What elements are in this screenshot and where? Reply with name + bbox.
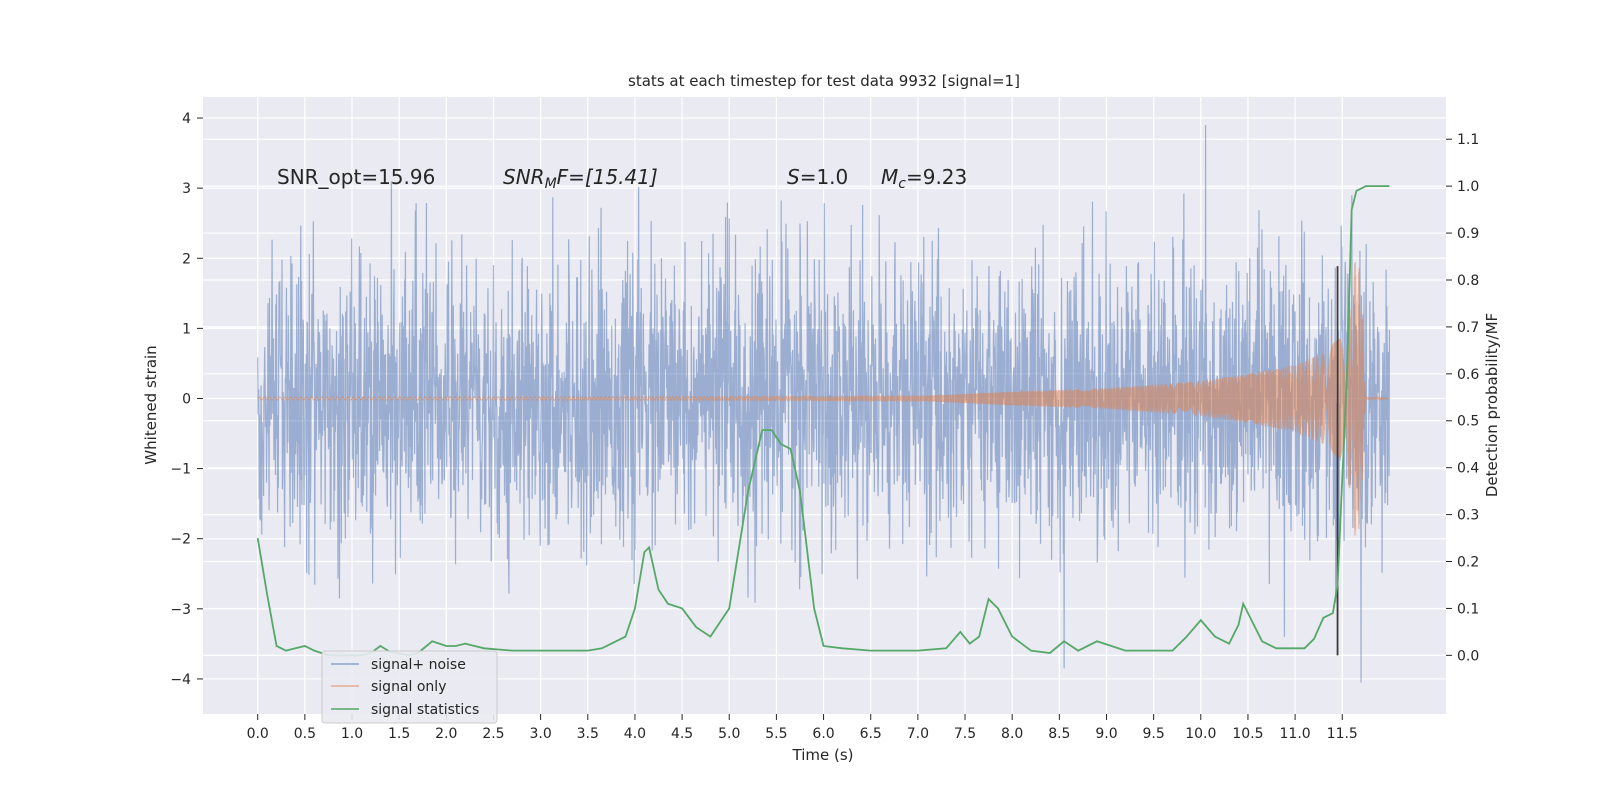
y2-tick-label: 0.7 (1457, 320, 1479, 336)
axis-ticks: 0.0 0.5 1.0 1.5 2.0 2.5 3.0 3.5 4.0 4.5 5.0 5.5 6.0 6… (170, 111, 1479, 742)
legend-label-signal-statistics: signal statistics (371, 702, 479, 718)
y2-tick-label: 0.1 (1457, 601, 1479, 617)
x-tick-label: 9.5 (1143, 726, 1165, 742)
y2-tick-label: 0.2 (1457, 555, 1479, 571)
x-tick-label: 3.0 (529, 726, 551, 742)
x-tick-label: 3.5 (577, 726, 599, 742)
y-tick-label: 1 (182, 321, 191, 337)
series-signal-noise (257, 125, 1391, 683)
legend-label-signal-only: signal only (371, 679, 446, 695)
snr-opt-annotation: SNR_opt=15.96 (277, 165, 435, 189)
y2-tick-label: 0.3 (1457, 508, 1479, 524)
y-tick-label: −3 (170, 602, 191, 618)
x-tick-label: 6.0 (812, 726, 834, 742)
y-tick-label: −2 (170, 532, 191, 548)
y2-tick-label: 0.6 (1457, 367, 1479, 383)
y-axis-label: Whitened strain (142, 345, 160, 464)
x-tick-label: 11.5 (1327, 726, 1358, 742)
x-tick-label: 5.5 (765, 726, 787, 742)
x-tick-label: 10.5 (1232, 726, 1263, 742)
y-tick-label: −1 (170, 462, 191, 478)
y-tick-label: 2 (182, 251, 191, 267)
y2-axis-label: Detection probability/MF (1483, 313, 1501, 497)
s-annotation: S=1.0 (787, 165, 848, 189)
x-tick-label: 8.5 (1048, 726, 1070, 742)
y-tick-label: 4 (182, 111, 191, 127)
x-tick-label: 7.5 (954, 726, 976, 742)
mc-annotation: Mc=9.23 (881, 165, 967, 192)
x-tick-label: 1.0 (341, 726, 363, 742)
x-tick-label: 2.0 (435, 726, 457, 742)
x-tick-label: 0.0 (247, 726, 269, 742)
y-tick-label: −4 (170, 672, 191, 688)
series-signal-only (257, 262, 1390, 536)
x-tick-label: 6.5 (860, 726, 882, 742)
x-tick-label: 4.5 (671, 726, 693, 742)
chart-title: stats at each timestep for test data 993… (628, 72, 1020, 90)
x-tick-label: 7.0 (907, 726, 929, 742)
y2-tick-label: 0.0 (1457, 648, 1479, 664)
legend-box (321, 650, 498, 724)
y-tick-label: 3 (182, 181, 191, 197)
y2-tick-label: 1.1 (1457, 132, 1479, 148)
x-axis-label: Time (s) (792, 746, 854, 764)
y2-tick-label: 1.0 (1457, 179, 1479, 195)
x-tick-label: 1.5 (388, 726, 410, 742)
x-tick-label: 4.0 (624, 726, 646, 742)
y-tick-label: 0 (182, 391, 191, 407)
x-tick-label: 9.0 (1095, 726, 1117, 742)
y2-tick-label: 0.9 (1457, 226, 1479, 242)
x-tick-label: 10.0 (1185, 726, 1216, 742)
legend-label-signal-noise: signal+ noise (371, 657, 466, 673)
y2-tick-label: 0.8 (1457, 273, 1479, 289)
snr-mf-annotation: SNRMF=[15.41] (503, 165, 658, 192)
legend: signal+ noise signal only signal statist… (321, 650, 498, 724)
x-tick-label: 11.0 (1280, 726, 1311, 742)
x-tick-label: 5.0 (718, 726, 740, 742)
x-tick-label: 0.5 (294, 726, 316, 742)
x-tick-label: 2.5 (482, 726, 504, 742)
y2-tick-label: 0.4 (1457, 461, 1479, 477)
y2-tick-label: 0.5 (1457, 414, 1479, 430)
x-tick-label: 8.0 (1001, 726, 1023, 742)
